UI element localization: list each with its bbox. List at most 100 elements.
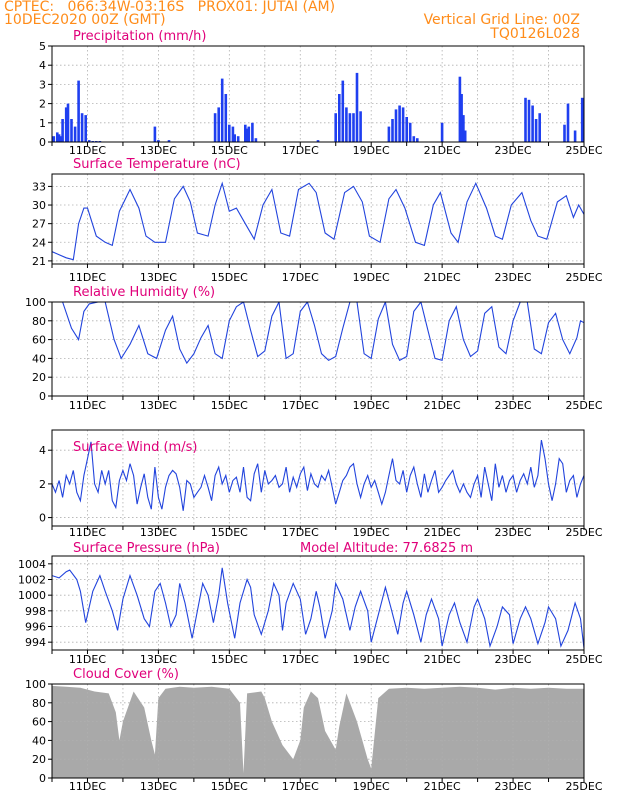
precip-bar <box>534 119 538 142</box>
panel-frame <box>51 683 585 779</box>
precip-bar <box>359 111 362 142</box>
precip-bar <box>87 140 91 142</box>
panel-1: 21 24 27 30 33 11DEC 13DEC 15DEC 17DEC 19DEC 21DEC… <box>32 157 603 284</box>
x-tick-label: 15DEC <box>211 653 248 666</box>
precip-bar <box>412 136 416 142</box>
precip-bar <box>462 115 465 142</box>
series-line <box>52 302 584 365</box>
panel-frame <box>51 173 585 265</box>
precip-bar <box>416 138 419 142</box>
precip-bar <box>387 126 391 142</box>
y-tick-label: 0 <box>39 390 46 403</box>
y-tick-label: 80 <box>32 697 46 710</box>
panel-title: Cloud Cover (%) <box>73 667 179 682</box>
model-code-label: TQ0126L028 <box>490 26 580 42</box>
x-tick-label: 11DEC <box>69 780 106 793</box>
precip-bar <box>73 126 77 142</box>
y-tick-label: 0 <box>39 512 46 525</box>
precip-bar <box>580 97 584 142</box>
model-altitude-label: Model Altitude: 77.6825 m <box>300 541 473 556</box>
y-tick-label: 5 <box>39 40 46 53</box>
precip-bar <box>236 136 240 142</box>
x-tick-label: 21DEC <box>424 653 461 666</box>
precip-bar <box>401 107 405 142</box>
y-tick-label: 21 <box>32 255 46 268</box>
precip-bar <box>77 80 80 142</box>
x-tick-label: 17DEC <box>282 144 319 157</box>
y-tick-label: 30 <box>32 199 46 212</box>
x-tick-label: 21DEC <box>424 780 461 793</box>
panel-5: 0 20 40 60 80 100 11DEC 13DEC 15DEC 17DEC 19DEC 21D… <box>25 667 603 793</box>
x-tick-label: 25DEC <box>565 144 602 157</box>
precip-bar <box>70 119 73 142</box>
y-tick-label: 2 <box>39 98 46 111</box>
x-tick-label: 19DEC <box>353 271 390 284</box>
cloud-cover-area <box>52 685 584 778</box>
y-tick-label: 1002 <box>18 574 46 587</box>
y-tick-label: 40 <box>32 352 46 365</box>
precip-bar <box>348 113 352 142</box>
precip-bar <box>220 78 224 142</box>
precip-bar <box>391 119 394 142</box>
precip-bar <box>398 105 401 142</box>
panel-title: Relative Humidity (%) <box>73 285 215 300</box>
panel-title: Surface Wind (m/s) <box>73 440 197 455</box>
x-tick-label: 11DEC <box>69 271 106 284</box>
panel-title: Surface Pressure (hPa) <box>73 541 220 556</box>
precip-bar <box>254 138 258 142</box>
series-line <box>52 439 584 511</box>
panel-title: Precipitation (mm/h) <box>73 29 206 44</box>
station-label: CPTEC: 066:34W-03:16S PROX01: JUTAI (AM) <box>4 0 336 15</box>
x-tick-label: 25DEC <box>565 653 602 666</box>
panel-4: 994 996 998 1000 1002 1004 11DEC 13DEC 15DEC 17DE… <box>18 541 603 666</box>
panel-title: Surface Temperature (nC) <box>73 157 241 172</box>
x-tick-label: 25DEC <box>565 526 602 539</box>
precip-bar <box>458 76 462 142</box>
x-tick-label: 25DEC <box>565 271 602 284</box>
y-tick-label: 0 <box>39 136 46 149</box>
x-tick-label: 19DEC <box>353 144 390 157</box>
y-tick-label: 100 <box>25 678 46 691</box>
x-tick-label: 21DEC <box>424 526 461 539</box>
x-tick-label: 17DEC <box>282 780 319 793</box>
x-tick-label: 19DEC <box>353 780 390 793</box>
precip-bar <box>213 113 217 142</box>
y-tick-label: 40 <box>32 734 46 747</box>
y-tick-label: 100 <box>25 296 46 309</box>
precip-bar <box>228 124 231 142</box>
y-tick-label: 4 <box>39 59 46 72</box>
y-tick-label: 0 <box>39 772 46 785</box>
series-line <box>52 567 584 649</box>
precip-bar <box>538 113 541 142</box>
x-tick-label: 15DEC <box>211 271 248 284</box>
precip-bar <box>224 94 228 142</box>
precip-bar <box>233 134 236 142</box>
y-tick-label: 1004 <box>18 558 46 571</box>
precip-bar <box>52 136 56 142</box>
precip-bar <box>167 140 171 142</box>
x-tick-label: 15DEC <box>211 780 248 793</box>
precip-bar <box>66 103 70 142</box>
precip-bar <box>157 140 160 142</box>
precip-bar <box>460 94 463 142</box>
x-tick-label: 23DEC <box>495 526 532 539</box>
y-tick-label: 60 <box>32 716 46 729</box>
y-tick-label: 60 <box>32 334 46 347</box>
y-tick-label: 994 <box>25 636 46 649</box>
x-tick-label: 11DEC <box>69 144 106 157</box>
x-tick-label: 21DEC <box>424 271 461 284</box>
y-tick-label: 3 <box>39 78 46 91</box>
x-tick-label: 21DEC <box>424 399 461 412</box>
panel-frame <box>51 429 585 527</box>
series-line <box>52 181 584 261</box>
precip-bar <box>527 99 531 142</box>
precip-bar <box>251 122 254 142</box>
precip-bar <box>405 117 408 142</box>
precip-bar <box>245 128 249 142</box>
precip-bar <box>563 124 566 142</box>
precip-bar <box>231 126 235 142</box>
y-tick-label: 996 <box>25 621 46 634</box>
precip-bar <box>247 126 251 142</box>
precip-bar <box>244 124 247 142</box>
